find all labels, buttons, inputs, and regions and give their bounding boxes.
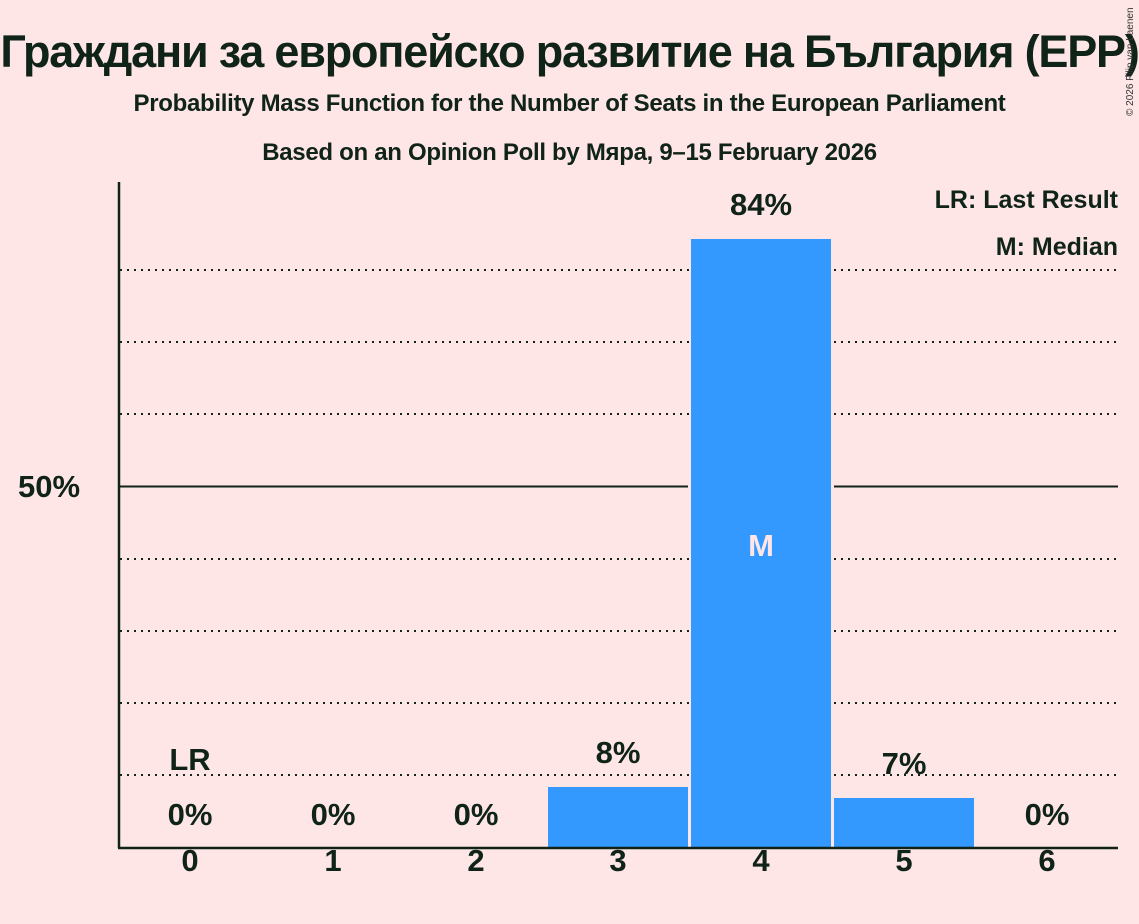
bar-5 bbox=[834, 798, 974, 847]
x-tick-5: 5 bbox=[895, 843, 913, 878]
value-label-3: 8% bbox=[595, 735, 641, 770]
chart-source: Based on an Opinion Poll by Мяра, 9–15 F… bbox=[262, 139, 877, 166]
median-marker: M bbox=[748, 528, 774, 563]
x-tick-4: 4 bbox=[752, 843, 770, 878]
legend-median: M: Median bbox=[995, 233, 1118, 261]
value-label-5: 7% bbox=[881, 746, 927, 781]
bar-4 bbox=[691, 239, 831, 847]
value-label-1: 0% bbox=[310, 797, 356, 832]
bar-3 bbox=[548, 787, 688, 847]
last-result-marker: LR bbox=[169, 742, 211, 777]
x-tick-2: 2 bbox=[467, 843, 485, 878]
x-tick-1: 1 bbox=[324, 843, 342, 878]
value-label-0: 0% bbox=[167, 797, 213, 832]
legend-last-result: LR: Last Result bbox=[934, 186, 1118, 214]
gridlines bbox=[120, 269, 1118, 776]
y-tick-50: 50% bbox=[18, 469, 81, 504]
x-tick-3: 3 bbox=[609, 843, 627, 878]
chart-title: Граждани за европейско развитие на Бълга… bbox=[0, 26, 1139, 77]
x-tick-6: 6 bbox=[1038, 843, 1056, 878]
value-label-4: 84% bbox=[729, 187, 793, 222]
value-label-6: 0% bbox=[1024, 797, 1070, 832]
value-label-2: 0% bbox=[453, 797, 499, 832]
chart-subtitle: Probability Mass Function for the Number… bbox=[133, 90, 1006, 117]
x-tick-0: 0 bbox=[181, 843, 199, 878]
bars bbox=[548, 239, 974, 847]
